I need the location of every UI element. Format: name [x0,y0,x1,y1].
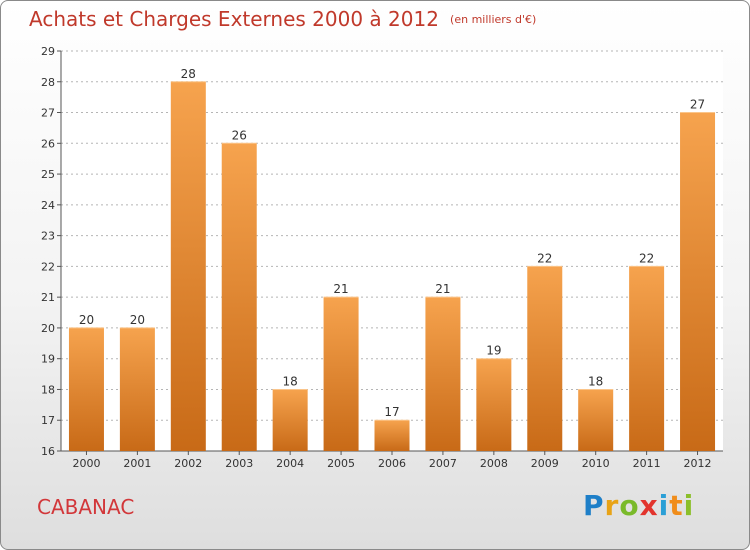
y-tick-label-23: 23 [41,230,55,243]
bar-2004 [272,389,308,451]
data-label-2000: 20 [79,313,94,327]
x-tick-label-2004: 2004 [276,457,304,470]
plot-area [61,51,723,451]
x-tick-label-2008: 2008 [480,457,508,470]
bar-2011 [629,266,665,451]
logo-letter-t: t [669,489,684,522]
x-tick-label-2011: 2011 [633,457,661,470]
y-tick-label-26: 26 [41,137,55,150]
data-label-2009: 22 [537,251,552,265]
y-tick-label-25: 25 [41,168,55,181]
bar-2012 [680,112,716,452]
x-tick-label-2012: 2012 [684,457,712,470]
y-tick-label-16: 16 [41,445,55,458]
bar-2006 [374,420,410,451]
data-label-2001: 20 [130,313,145,327]
bar-2009 [527,266,563,451]
bar-2010 [578,389,614,451]
chart-title-text: Achats et Charges Externes 2000 à 2012 [29,7,439,31]
y-tick-label-22: 22 [41,260,55,273]
y-tick-label-29: 29 [41,45,55,58]
data-label-2007: 21 [435,282,450,296]
data-label-2008: 19 [486,344,501,358]
y-tick-label-18: 18 [41,383,55,396]
y-tick-label-28: 28 [41,76,55,89]
y-tick-label-20: 20 [41,322,55,335]
bar-2002 [170,81,206,452]
x-tick-label-2001: 2001 [123,457,151,470]
data-label-2006: 17 [384,405,399,419]
chart-title: Achats et Charges Externes 2000 à 2012 (… [29,7,536,31]
logo-letter-o: o [619,489,640,522]
bar-2007 [425,297,461,451]
y-tick-label-24: 24 [41,199,55,212]
x-tick-label-2005: 2005 [327,457,355,470]
x-tick-label-2010: 2010 [582,457,610,470]
y-tick-label-19: 19 [41,353,55,366]
logo-letter-r: r [604,489,620,522]
chart-unit: (en milliers d'€) [450,13,537,26]
x-tick-label-2009: 2009 [531,457,559,470]
x-tick-label-2000: 2000 [72,457,100,470]
data-label-2005: 21 [333,282,348,296]
x-tick-label-2007: 2007 [429,457,457,470]
logo-letter-i2: i [683,489,695,522]
bar-2003 [221,143,257,452]
data-label-2003: 26 [232,128,247,142]
data-label-2002: 28 [181,67,196,81]
x-tick-label-2002: 2002 [174,457,202,470]
y-tick-label-17: 17 [41,414,55,427]
data-label-2004: 18 [283,374,298,388]
y-tick-label-27: 27 [41,107,55,120]
data-label-2010: 18 [588,374,603,388]
bar-2000 [68,327,104,451]
bar-2001 [119,327,155,451]
proxiti-logo: Proxiti [583,489,694,522]
y-tick-label-21: 21 [41,291,55,304]
logo-letter-i: i [658,489,670,522]
data-label-2011: 22 [639,251,654,265]
logo-letter-p: P [583,489,605,522]
bar-2008 [476,358,512,451]
x-tick-label-2003: 2003 [225,457,253,470]
logo-letter-x: x [639,489,659,522]
commune-name: CABANAC [37,495,135,519]
data-label-2012: 27 [690,98,705,112]
bar-2005 [323,297,359,451]
x-tick-label-2006: 2006 [378,457,406,470]
